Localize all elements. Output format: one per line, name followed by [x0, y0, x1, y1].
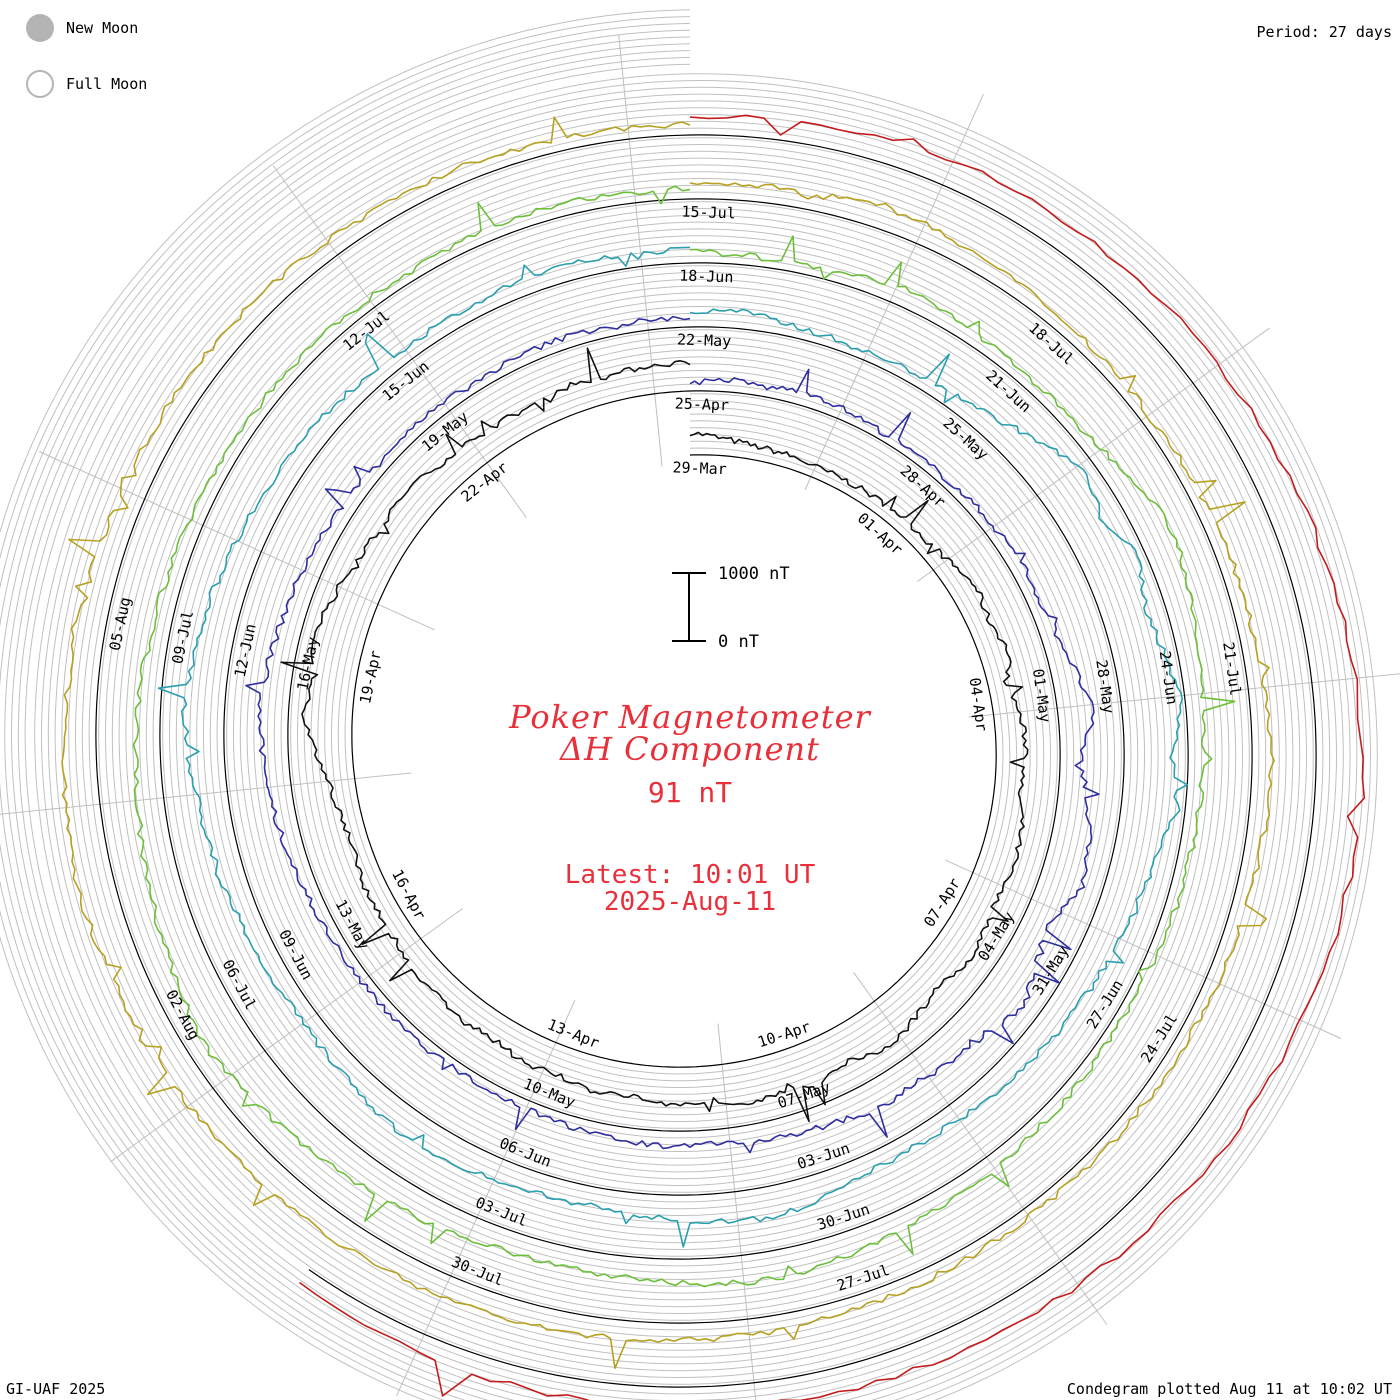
credit-text: GI-UAF 2025 [6, 1380, 106, 1398]
series-line-1 [280, 347, 1029, 1123]
chart-title-line2: ΔH Component [559, 730, 821, 768]
date-label: 25-Apr [675, 394, 730, 414]
grid-ring [0, 16, 1372, 1400]
grid-radial [917, 327, 1270, 582]
date-label: 31-May [1029, 943, 1073, 998]
grid-radial [618, 34, 663, 467]
grid-radial [945, 859, 1342, 1039]
series-line-2 [245, 315, 1100, 1154]
legend-full-moon: Full Moon [26, 70, 147, 98]
grid-radial [717, 1023, 757, 1400]
grid-radial [853, 972, 1108, 1325]
latest-time: Latest: 10:01 UT [564, 860, 816, 890]
grid-ring [0, 29, 1358, 1400]
date-label: 24-Jul [1137, 1010, 1181, 1065]
new-moon-icon [26, 14, 54, 42]
new-moon-label: New Moon [66, 19, 139, 37]
plotted-text: Condegram plotted Aug 11 at 10:02 UT [1066, 1380, 1392, 1398]
date-label: 29-Mar [672, 458, 727, 478]
baseline-layer [95, 134, 1317, 1388]
scale-top-label: 1000 nT [718, 564, 790, 584]
date-label: 18-Jun [679, 266, 734, 286]
date-label: 24-Jun [1156, 650, 1181, 706]
grid-radial [396, 1000, 576, 1397]
current-value: 91 nT [647, 776, 733, 809]
legend-new-moon: New Moon [26, 14, 138, 42]
date-label: 15-Jul [681, 203, 736, 223]
chart-title-line1: Poker Magnetometer [509, 698, 871, 736]
grid-radial [110, 908, 463, 1163]
date-label: 27-Jun [1083, 976, 1127, 1031]
grid-radial [804, 93, 984, 490]
grid-ring [0, 9, 1378, 1400]
period-text: Period: 27 days [1256, 23, 1392, 41]
grid-ring [24, 63, 1324, 1395]
grid-radial [0, 772, 412, 815]
date-label: 03-Jun [795, 1139, 852, 1173]
date-label: 07-May [775, 1078, 832, 1112]
series-line-4 [132, 185, 1236, 1288]
grid-radial [272, 165, 527, 518]
series-line-5 [61, 116, 1275, 1369]
date-label: 22-May [677, 330, 732, 350]
latest-date: 2025-Aug-11 [603, 887, 777, 917]
scale-bar: 1000 nT 0 nT [672, 564, 790, 652]
grid-ring [10, 50, 1338, 1400]
date-label: 21-Jul [1219, 641, 1244, 697]
series-line-3 [157, 246, 1188, 1248]
full-moon-label: Full Moon [66, 75, 148, 93]
full-moon-icon [26, 70, 54, 98]
series-layer [61, 114, 1366, 1400]
grid-ring [0, 36, 1351, 1400]
series-line-6 [299, 114, 1366, 1400]
baseline-spiral [95, 134, 1317, 1388]
scale-bottom-label: 0 nT [718, 632, 759, 652]
date-label: 10-Apr [755, 1017, 812, 1051]
grid-ring [0, 22, 1365, 1400]
